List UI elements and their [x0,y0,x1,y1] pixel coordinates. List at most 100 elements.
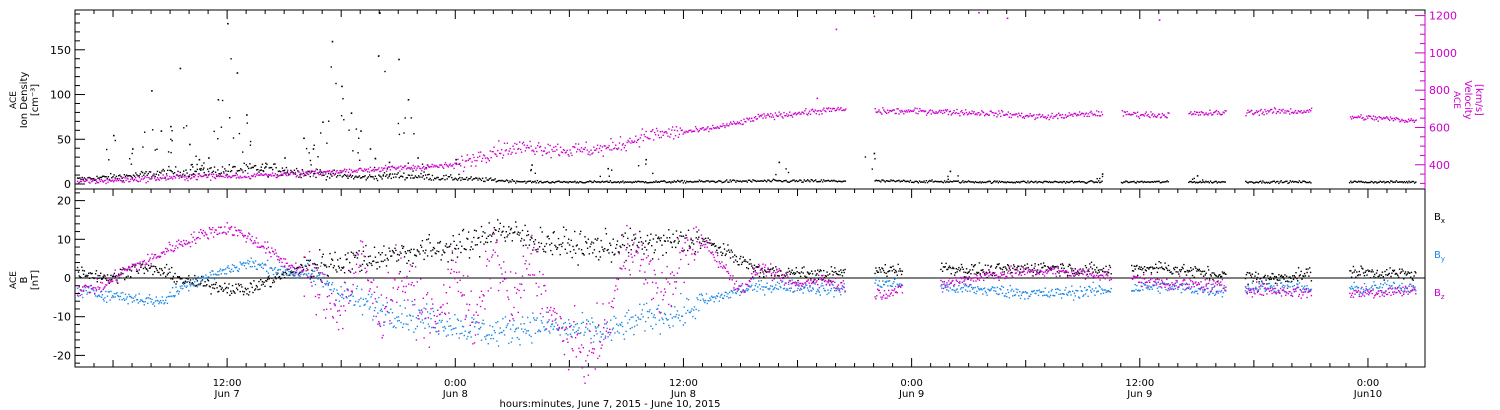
b-bx-point [831,270,833,272]
velocity-point [307,173,309,175]
b-bx-point [1134,268,1136,270]
b-bx-point [1084,265,1087,267]
velocity-point [970,113,972,115]
velocity-point [688,129,690,132]
b-bx-point [186,281,188,283]
b-bx-point [1104,271,1106,273]
b-bx-point [1098,271,1100,273]
b-by-point [778,282,780,285]
b-bx-point [815,274,817,276]
velocity-point [331,170,334,173]
velocity-point [494,153,496,155]
density-point [1075,181,1077,183]
velocity-point [434,166,436,168]
density-point [793,179,795,181]
b-bx-point [242,293,245,296]
b-bx-point [90,273,92,275]
b-bx-point [659,240,661,242]
density-point [1249,181,1252,183]
velocity-point [1385,117,1387,119]
velocity-point [762,117,764,119]
velocity-point [444,162,447,164]
density-point [634,180,637,183]
b-bx-point [509,232,511,235]
b-by-point [604,323,606,325]
density-point [184,174,186,176]
b-by-point [538,330,541,332]
density-point [189,169,192,171]
b-by-point [1030,293,1032,296]
velocity-point [513,148,515,150]
b-bx-point [728,251,731,253]
velocity-point [1221,113,1223,115]
velocity-point [263,174,265,176]
velocity-point [947,113,950,116]
density-point [739,180,742,182]
b-by-point [621,325,624,328]
b-by-point [301,271,303,273]
density-spike-point [359,159,361,161]
velocity-point [443,163,446,166]
b-bx-point [123,267,125,270]
b-by-point [646,310,649,313]
b-by-point [884,281,886,283]
density-point [682,182,685,184]
density-point [1194,182,1197,184]
b-by-point [806,287,809,289]
b-by-point [1003,295,1005,297]
b-bx-point [655,234,657,236]
velocity-point [677,136,680,138]
velocity-point [753,117,756,119]
density-point [1090,180,1092,182]
b-bx-point [710,242,712,244]
velocity-point [1188,113,1190,115]
b-bx-point [171,278,174,280]
velocity-point [898,113,900,115]
density-point [1384,182,1386,184]
velocity-point [920,110,922,112]
b-by-point [338,300,341,302]
b-by-point [802,292,804,294]
b-by-point [1022,291,1024,293]
velocity-point [303,175,305,177]
b-bx-point [177,276,179,278]
b-bx-point [257,288,259,291]
b-by-point [601,333,603,335]
density-point [298,176,300,178]
density-spike-point [200,167,202,170]
density-spike-point [170,151,172,154]
b-bx-point [568,238,570,240]
velocity-point [1156,115,1159,117]
density-point [463,178,465,180]
b-bx-point [1260,277,1262,279]
density-point [300,176,302,179]
b-by-point [434,327,436,329]
density-spike-point [599,175,601,178]
density-point [625,181,627,183]
b-by-point [464,330,466,332]
velocity-point [227,176,229,179]
b-by-point [278,268,280,271]
density-point [1189,180,1191,183]
b-bx-point [1357,274,1360,276]
density-point [1411,180,1414,183]
b-by-point [223,269,225,271]
b-by-point [728,297,730,299]
density-point [1377,181,1379,184]
b-bx-point [394,247,396,249]
b-bx-point [399,271,401,273]
velocity-point [287,169,289,171]
b-by-point [628,318,631,321]
density-point [1275,180,1278,183]
velocity-point [692,130,694,132]
velocity-point [1136,115,1138,117]
b-bx-point [113,272,116,275]
b-by-point [612,327,614,329]
b-bx-point [390,255,392,257]
velocity-point [515,152,517,154]
b-by-point [357,301,359,303]
velocity-point [589,154,591,156]
density-point [780,180,783,183]
b-by-point [1016,291,1018,294]
velocity-point [195,178,198,181]
